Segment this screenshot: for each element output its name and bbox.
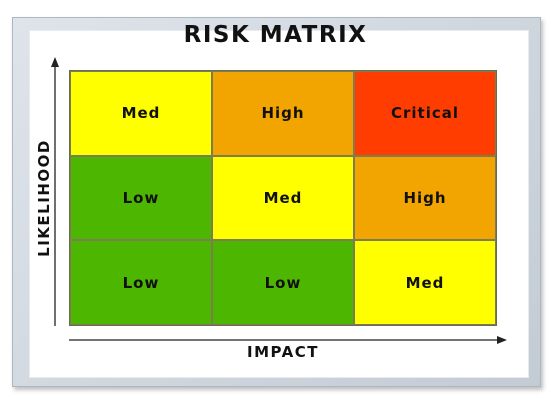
x-axis-arrowhead [497,336,507,344]
matrix-cell: Med [70,71,212,156]
x-axis-label: IMPACT [247,343,319,361]
matrix-cell: Low [70,240,212,325]
y-axis-label: LIKELIHOOD [35,139,53,257]
matrix-cell: Critical [354,71,496,156]
matrix-cell: Low [70,155,212,241]
page-title: RISK MATRIX [183,22,368,48]
risk-grid: Med High Critical Low Med High Low Low M… [69,70,497,326]
matrix-cell: Med [354,240,496,325]
matrix-cell: Med [212,155,354,241]
matrix-cell: High [212,71,354,156]
y-axis-arrowhead [51,57,59,67]
matrix-cell: High [354,155,496,241]
matrix-cell: Low [212,240,354,325]
